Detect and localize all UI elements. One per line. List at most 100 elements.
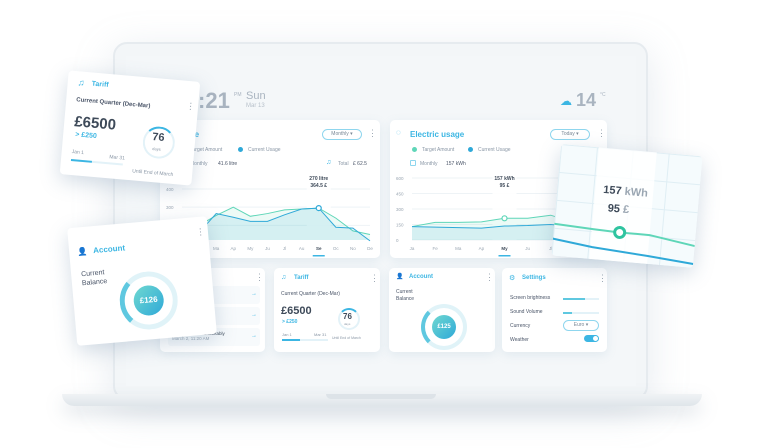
- x-tick-label: Ma: [455, 246, 462, 251]
- balance-value: £126: [139, 294, 158, 306]
- laptop-notch: [326, 394, 436, 399]
- legend-current: Current Usage: [478, 147, 511, 153]
- x-tick-label: Fe: [432, 246, 438, 251]
- period-dropdown[interactable]: Today ▾: [550, 129, 590, 140]
- clock-day: Sun: [246, 90, 266, 102]
- x-tick-label: Au: [299, 246, 305, 251]
- period-dropdown[interactable]: Monthly ▾: [322, 129, 362, 140]
- x-tick-label: My: [247, 246, 254, 251]
- x-tick-label: Jl: [549, 246, 552, 251]
- legend-dot-current: [238, 147, 243, 152]
- gas-usage-card: usage Monthly ▾ ⋮ Target Amount Current …: [160, 120, 380, 258]
- card-title: Settings: [522, 275, 546, 281]
- days-count: 76: [151, 131, 166, 145]
- more-menu-icon[interactable]: ⋮: [598, 273, 607, 283]
- monthly-value: 157 kWh: [446, 161, 466, 167]
- balance-label-1: Current: [80, 269, 105, 279]
- total-label: Total: [338, 161, 349, 167]
- monthly-label: Monthly: [420, 161, 438, 167]
- tariff-amount: £6500: [73, 113, 117, 134]
- days-label: days: [152, 146, 161, 152]
- weather-label: Weather: [510, 337, 529, 343]
- volume-fill: [563, 312, 572, 314]
- laptop-base: [62, 394, 702, 406]
- monthly-label: Monthly: [190, 161, 208, 167]
- x-tick-label: De: [367, 246, 373, 251]
- end-date: Mar 31: [109, 154, 126, 162]
- period-value: Today: [561, 131, 575, 137]
- y-tick-label: 0: [396, 238, 399, 243]
- x-tick-label: My: [501, 246, 508, 251]
- card-title: Electric usage: [410, 130, 465, 139]
- temperature-unit: °C: [600, 92, 606, 98]
- weather-toggle[interactable]: [584, 335, 599, 342]
- tooltip-line-1: 157 kWh: [494, 176, 514, 182]
- tooltip-line-2: 364.5 £: [310, 183, 327, 189]
- more-menu-icon[interactable]: ⋮: [597, 128, 606, 138]
- tariff-icon: ♫: [77, 77, 85, 88]
- legend-target: Target Amount: [190, 147, 223, 153]
- tariff-amount: £6500: [281, 305, 312, 317]
- more-menu-icon[interactable]: ⋮: [185, 100, 196, 112]
- brightness-fill: [563, 298, 585, 300]
- toggle-knob: [593, 336, 598, 341]
- currency-dropdown[interactable]: Euro ▾: [563, 320, 599, 331]
- highlight-point: [613, 225, 627, 239]
- x-tick-label: Ja: [410, 246, 415, 251]
- y-tick-label: 450: [396, 192, 404, 197]
- tooltip-column: [492, 172, 517, 240]
- account-card: 👤 Account ⋮ Current Balance £125: [389, 268, 495, 352]
- days-label: days: [344, 322, 351, 326]
- clock-time: 21: [205, 88, 230, 113]
- series-area: [182, 207, 370, 240]
- tooltip-line-1: 270 litre: [309, 176, 328, 182]
- message-time: March 2, 11:20 AM: [172, 336, 210, 341]
- temperature: 14: [576, 90, 597, 110]
- brightness-label: Screen brightness: [510, 295, 551, 301]
- user-icon: 👤: [76, 246, 88, 257]
- balance-value: £125: [437, 324, 451, 330]
- more-menu-icon[interactable]: ⋮: [485, 272, 494, 282]
- more-menu-icon[interactable]: ⋮: [370, 273, 379, 283]
- arrow-right-icon: →: [251, 291, 257, 297]
- gas-usage-chart: 200300400JaFeMaApMyJuJlAuSeOcNoDe270 lit…: [166, 172, 373, 257]
- currency-value: Euro: [573, 322, 585, 328]
- volume-slider[interactable]: [563, 312, 599, 314]
- balance-label-2: Balance: [396, 296, 415, 302]
- x-tick-label: No: [350, 246, 356, 251]
- balance-gauge: [421, 304, 467, 350]
- brightness-slider[interactable]: [563, 298, 599, 300]
- quarter-progress: [282, 339, 328, 341]
- electric-usage-chart: 0150300450600JaFeMaApMyJuJlAuSe157 kWh95…: [396, 172, 600, 257]
- series-area: [412, 224, 597, 240]
- x-tick-label: Ju: [265, 246, 270, 251]
- current-line: [552, 237, 694, 265]
- quarter-progress-fill: [70, 158, 92, 163]
- x-tick-label: Ap: [479, 246, 485, 251]
- clock-ampm: PM: [234, 92, 242, 98]
- floating-account-card: 👤 Account ⋮ Current Balance £126: [67, 216, 217, 346]
- balance-label-2: Balance: [81, 278, 108, 288]
- series-line: [181, 207, 371, 242]
- user-icon: 👤: [396, 274, 404, 280]
- x-tick-label: Ma: [213, 246, 220, 251]
- bill-icon: ♫: [326, 159, 332, 166]
- volume-label: Sound Volume: [510, 309, 543, 315]
- quarter-label: Current Quarter (Dec-Mar): [281, 291, 340, 297]
- more-menu-icon[interactable]: ⋮: [255, 272, 264, 282]
- more-menu-icon[interactable]: ⋮: [195, 226, 206, 238]
- settings-icon: ⚙: [509, 275, 516, 282]
- days-ring: [338, 308, 360, 330]
- tariff-card: ♫ Tariff ⋮ Current Quarter (Dec-Mar) £65…: [274, 268, 380, 352]
- more-menu-icon[interactable]: ⋮: [368, 128, 377, 138]
- highlight-point: [501, 215, 508, 222]
- settings-card: ⚙ Settings ⋮ Screen brightness Sound Vol…: [502, 268, 607, 352]
- x-tick-label: Ju: [525, 246, 530, 251]
- period-value: Monthly: [331, 131, 349, 137]
- tooltip-line-2: 95 £: [500, 183, 510, 189]
- y-tick-label: 150: [396, 223, 404, 228]
- y-tick-label: 300: [396, 207, 404, 212]
- legend-target: Target Amount: [422, 147, 455, 153]
- active-month-indicator: [498, 255, 511, 257]
- arrow-right-icon: →: [251, 312, 257, 318]
